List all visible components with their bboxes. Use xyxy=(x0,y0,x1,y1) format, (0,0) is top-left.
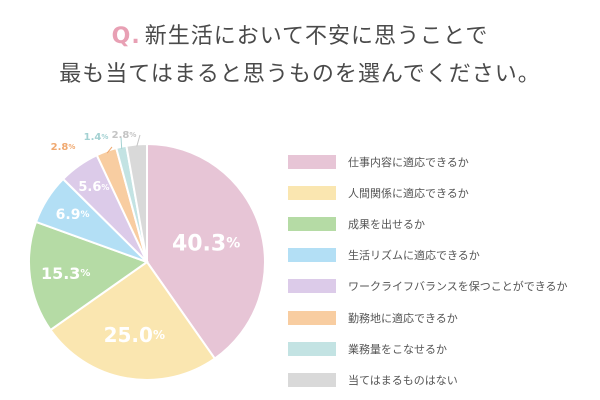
legend-label: 人間関係に適応できるか xyxy=(348,186,469,200)
question-line-2: 最も当てはまると思うものを選んでください。 xyxy=(59,62,541,87)
legend-item-life-rhythm: 生活リズムに適応できるか xyxy=(288,240,568,271)
legend-label: 業務量をこなせるか xyxy=(348,342,447,356)
question-title: Q. 新生活において不安に思うことで 最も当てはまると思うものを選んでください。 xyxy=(0,18,600,94)
legend-swatch xyxy=(288,279,336,294)
legend-swatch xyxy=(288,185,336,200)
legend-swatch xyxy=(288,310,336,325)
legend-item-workload: 業務量をこなせるか xyxy=(288,333,568,364)
pie-slice-work-content xyxy=(146,142,266,360)
data-label-work-content: 40.3% xyxy=(172,231,240,256)
data-label-relationships: 25.0% xyxy=(104,323,165,347)
question-text-1: 新生活において不安に思うことで xyxy=(144,24,489,49)
data-label-workplace: 2.8% xyxy=(51,142,76,153)
pie-slice-results xyxy=(28,220,150,332)
pie-slice-relationships xyxy=(49,260,217,381)
legend-swatch xyxy=(288,248,336,263)
legend-item-work-content: 仕事内容に適応できるか xyxy=(288,146,568,177)
question-mark: Q. xyxy=(111,24,141,49)
legend-item-none: 当てはまるものはない xyxy=(288,364,568,395)
data-label-work-life-balance: 5.6% xyxy=(78,179,109,194)
pie-slice-none xyxy=(125,142,148,263)
leader-line-workplace xyxy=(106,146,113,154)
legend-label: 成果を出せるか xyxy=(348,217,425,231)
question-line-1: Q. 新生活において不安に思うことで xyxy=(0,18,600,56)
leader-line-none xyxy=(136,134,141,147)
legend-item-workplace: 勤務地に適応できるか xyxy=(288,302,568,333)
pie-chart: 40.3%25.0%15.3%6.9%5.6%2.8%1.4% 2.8% xyxy=(28,130,266,381)
chart-legend: 仕事内容に適応できるか 人間関係に適応できるか 成果を出せるか生活リズムに適応できる… xyxy=(288,146,568,396)
legend-label: ワークライフバランスを保つことができるか xyxy=(348,280,568,294)
legend-swatch xyxy=(288,372,336,387)
legend-item-work-life-balance: ワークライフバランスを保つことができるか xyxy=(288,271,568,302)
data-label-results: 15.3% xyxy=(41,263,91,282)
data-label-life-rhythm: 6.9% xyxy=(56,207,90,223)
legend-swatch xyxy=(288,216,336,231)
leader-line-workload xyxy=(120,136,123,149)
legend-swatch xyxy=(288,341,336,356)
legend-label: 当てはまるものはない xyxy=(348,373,458,387)
legend-item-relationships: 人間関係に適応できるか xyxy=(288,177,568,208)
legend-item-results: 成果を出せるか xyxy=(288,208,568,239)
legend-label: 生活リズムに適応できるか xyxy=(348,249,480,263)
legend-swatch xyxy=(288,154,336,169)
legend-label: 勤務地に適応できるか xyxy=(348,311,458,325)
data-label-workload: 1.4% xyxy=(84,132,109,143)
data-label-none: 2.8% xyxy=(112,130,137,141)
legend-label: 仕事内容に適応できるか xyxy=(348,155,469,169)
